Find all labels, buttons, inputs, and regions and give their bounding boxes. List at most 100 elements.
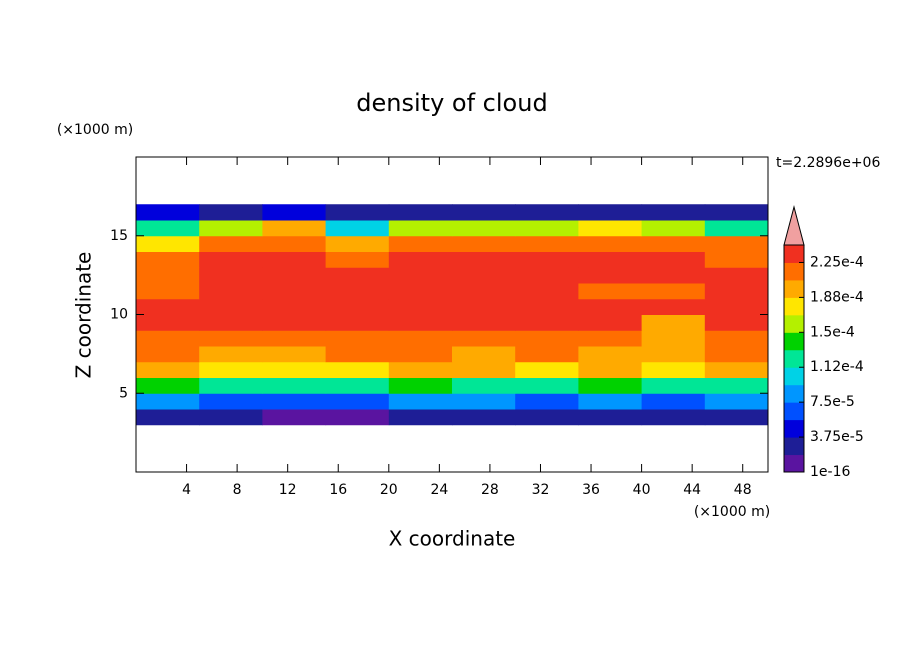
contour-cell bbox=[578, 267, 643, 284]
contour-cell bbox=[136, 346, 200, 363]
contour-cell bbox=[704, 393, 769, 410]
contour-cell bbox=[388, 330, 453, 347]
contour-cell bbox=[704, 298, 769, 315]
contour-cell bbox=[515, 204, 579, 221]
colorbar-tick-label: 1.5e-4 bbox=[810, 324, 855, 340]
contour-cell bbox=[515, 361, 579, 378]
contour-cell bbox=[199, 251, 263, 268]
contour-cell bbox=[452, 314, 516, 331]
contour-cell bbox=[515, 267, 579, 284]
contour-cell bbox=[199, 361, 263, 378]
x-tick-label: 8 bbox=[233, 482, 242, 498]
contour-cell bbox=[262, 267, 327, 284]
contour-cell bbox=[388, 393, 453, 410]
contour-cell bbox=[262, 235, 327, 252]
contour-cell bbox=[136, 409, 200, 426]
x-tick-label: 32 bbox=[532, 482, 550, 498]
contour-cell bbox=[704, 267, 769, 284]
contour-cell bbox=[325, 346, 390, 363]
colorbar-band bbox=[784, 384, 804, 403]
contour-cell bbox=[325, 235, 390, 252]
colorbar-band bbox=[784, 245, 804, 263]
contour-cell bbox=[641, 204, 706, 221]
contour-cell bbox=[262, 204, 327, 221]
contour-cell bbox=[452, 298, 516, 315]
colorbar-band bbox=[784, 279, 804, 298]
contour-cell bbox=[515, 220, 579, 237]
contour-cell bbox=[704, 220, 769, 237]
contour-cell bbox=[199, 409, 263, 426]
contour-cell bbox=[325, 314, 390, 331]
x-tick-label: 16 bbox=[329, 482, 347, 498]
x-tick-label: 44 bbox=[683, 482, 701, 498]
contour-cell bbox=[452, 377, 516, 394]
contour-cell bbox=[262, 377, 327, 394]
contour-cell bbox=[578, 393, 643, 410]
contour-cell bbox=[452, 393, 516, 410]
colorbar-band bbox=[784, 419, 804, 438]
contour-cell bbox=[452, 346, 516, 363]
x-unit: (×1000 m) bbox=[694, 504, 770, 520]
contour-cell bbox=[641, 361, 706, 378]
y-tick-label: 5 bbox=[119, 385, 128, 401]
contour-cell bbox=[262, 314, 327, 331]
contour-cell bbox=[578, 314, 643, 331]
contour-cell bbox=[199, 330, 263, 347]
colorbar-tick-label: 2.25e-4 bbox=[810, 254, 864, 270]
contour-cell bbox=[578, 377, 643, 394]
contour-cell bbox=[388, 283, 453, 300]
y-axis-label: Z coordinate bbox=[72, 252, 96, 379]
y-unit: (×1000 m) bbox=[57, 122, 133, 138]
contour-cell bbox=[515, 314, 579, 331]
colorbar-band bbox=[784, 349, 804, 368]
colorbar-tick-label: 7.5e-5 bbox=[810, 394, 855, 410]
contour-cell bbox=[641, 330, 706, 347]
colorbar-tick-label: 3.75e-5 bbox=[810, 429, 864, 445]
contour-cell bbox=[388, 314, 453, 331]
contour-cell bbox=[199, 267, 263, 284]
colorbar-tick-label: 1.88e-4 bbox=[810, 289, 864, 305]
x-tick-label: 12 bbox=[279, 482, 297, 498]
contour-cell bbox=[136, 220, 200, 237]
contour-cell bbox=[452, 361, 516, 378]
contour-cell bbox=[641, 393, 706, 410]
contour-cell bbox=[136, 330, 200, 347]
contour-cell bbox=[199, 377, 263, 394]
contour-cell bbox=[388, 235, 453, 252]
contour-cell bbox=[136, 393, 200, 410]
y-tick-label: 10 bbox=[110, 307, 128, 323]
contour-cell bbox=[452, 330, 516, 347]
contour-cell bbox=[578, 220, 643, 237]
contour-cell bbox=[515, 235, 579, 252]
contour-cell bbox=[199, 346, 263, 363]
contour-cell bbox=[262, 393, 327, 410]
contour-cell bbox=[578, 298, 643, 315]
contour-cell bbox=[262, 251, 327, 268]
contour-cell bbox=[262, 220, 327, 237]
contour-cell bbox=[641, 251, 706, 268]
colorbar-band bbox=[784, 437, 804, 456]
contour-cell bbox=[452, 204, 516, 221]
contour-cell bbox=[452, 409, 516, 426]
colorbar-tick-label: 1.12e-4 bbox=[810, 359, 864, 375]
contour-cell bbox=[641, 235, 706, 252]
contour-cell bbox=[325, 377, 390, 394]
contour-cell bbox=[515, 377, 579, 394]
y-tick-label: 15 bbox=[110, 228, 128, 244]
contour-cell bbox=[515, 346, 579, 363]
contour-cell bbox=[325, 220, 390, 237]
colorbar-band bbox=[784, 314, 804, 333]
contour-cell bbox=[578, 204, 643, 221]
contour-cell bbox=[452, 220, 516, 237]
contour-cell bbox=[641, 377, 706, 394]
contour-cell bbox=[262, 298, 327, 315]
contour-cell bbox=[515, 283, 579, 300]
colorbar-frame bbox=[783, 244, 805, 473]
contour-cell bbox=[704, 204, 769, 221]
contour-cell bbox=[136, 361, 200, 378]
contour-cell bbox=[641, 298, 706, 315]
contour-cell bbox=[641, 267, 706, 284]
contour-cell bbox=[388, 346, 453, 363]
x-tick-label: 40 bbox=[633, 482, 651, 498]
contour-cell bbox=[704, 251, 769, 268]
